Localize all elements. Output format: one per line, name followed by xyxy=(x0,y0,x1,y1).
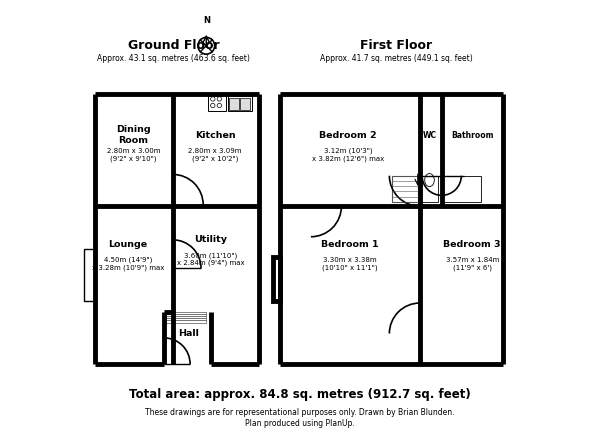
Text: Hall: Hall xyxy=(178,329,199,338)
Text: These drawings are for representational purposes only. Drawn by Brian Blunden.: These drawings are for representational … xyxy=(145,408,455,416)
Text: 2.80m x 3.09m
(9'2" x 10'2"): 2.80m x 3.09m (9'2" x 10'2") xyxy=(188,148,242,161)
Bar xyxy=(421,176,438,202)
Text: Plan produced using PlanUp.: Plan produced using PlanUp. xyxy=(245,419,355,428)
Text: 2.80m x 3.00m
(9'2" x 9'10"): 2.80m x 3.00m (9'2" x 9'10") xyxy=(107,148,160,161)
Text: Utility: Utility xyxy=(194,235,227,244)
Bar xyxy=(166,320,206,323)
Bar xyxy=(272,257,280,301)
Text: First Floor: First Floor xyxy=(360,39,432,52)
Ellipse shape xyxy=(425,174,434,187)
Text: Lounge: Lounge xyxy=(108,240,148,249)
Bar xyxy=(392,176,418,202)
Text: Dining
Room: Dining Room xyxy=(116,126,151,145)
Text: Bedroom 1: Bedroom 1 xyxy=(322,240,379,249)
Text: Bedroom 3: Bedroom 3 xyxy=(443,240,501,249)
Text: Bedroom 2: Bedroom 2 xyxy=(319,131,377,140)
Text: 3.12m (10'3")
x 3.82m (12'6") max: 3.12m (10'3") x 3.82m (12'6") max xyxy=(312,148,384,162)
Text: Total area: approx. 84.8 sq. metres (912.7 sq. feet): Total area: approx. 84.8 sq. metres (912… xyxy=(129,388,471,401)
Bar xyxy=(166,316,206,318)
Bar xyxy=(229,98,239,110)
Bar xyxy=(443,176,481,202)
Bar xyxy=(208,96,226,111)
Text: Bathroom: Bathroom xyxy=(451,131,493,140)
Text: Ground Floor: Ground Floor xyxy=(128,39,220,52)
Text: 3.30m x 3.38m
(10'10" x 11'1"): 3.30m x 3.38m (10'10" x 11'1") xyxy=(322,257,378,270)
Text: Approx. 43.1 sq. metres (463.6 sq. feet): Approx. 43.1 sq. metres (463.6 sq. feet) xyxy=(97,54,250,63)
Text: 3.60m (11'10")
x 2.84m (9'4") max: 3.60m (11'10") x 2.84m (9'4") max xyxy=(177,252,244,266)
Text: 4.50m (14'9")
x 3.28m (10'9") max: 4.50m (14'9") x 3.28m (10'9") max xyxy=(92,257,164,271)
Text: N: N xyxy=(203,16,210,25)
Bar xyxy=(166,314,206,316)
Text: WC: WC xyxy=(423,131,437,140)
Bar xyxy=(240,98,250,110)
Text: Kitchen: Kitchen xyxy=(194,131,235,140)
Bar xyxy=(166,318,206,320)
Bar xyxy=(84,249,95,301)
Bar xyxy=(166,312,206,314)
Text: Approx. 41.7 sq. metres (449.1 sq. feet): Approx. 41.7 sq. metres (449.1 sq. feet) xyxy=(320,54,472,63)
Text: 3.57m x 1.84m
(11'9" x 6'): 3.57m x 1.84m (11'9" x 6') xyxy=(446,257,499,270)
Bar xyxy=(228,96,252,111)
